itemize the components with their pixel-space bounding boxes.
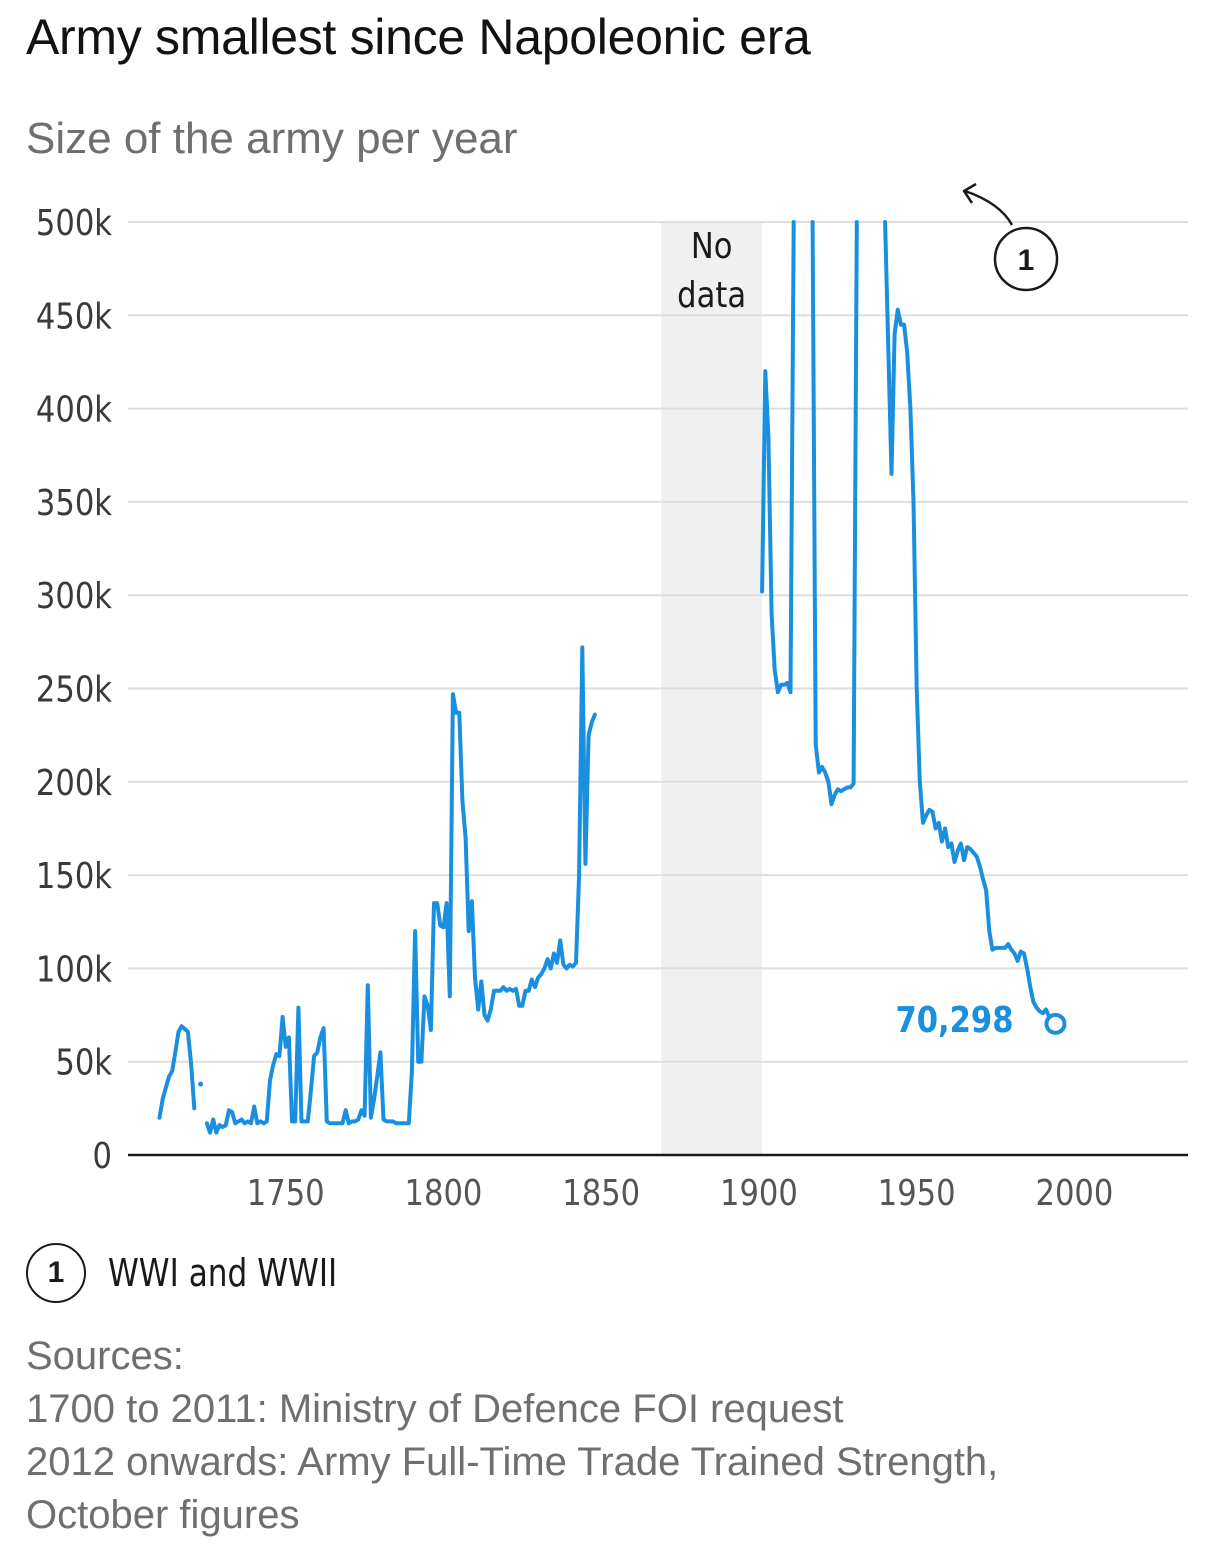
chart-subtitle: Size of the army per year [26,114,518,163]
x-tick-label: 1800 [405,1172,483,1214]
y-tick-label: 0 [93,1135,112,1177]
no-data-label: data [677,274,746,316]
source-line: 2012 onwards: Army Full-Time Trade Train… [26,1440,999,1484]
x-tick-label: 1750 [247,1172,325,1214]
series-line [760,220,796,695]
y-tick-label: 100k [36,948,113,990]
sources-block: Sources: 1700 to 2011: Ministry of Defen… [26,1330,998,1542]
callout-arrowhead [962,182,977,204]
data-point [198,1081,204,1087]
series-line [810,220,859,807]
y-tick-label: 200k [36,761,113,803]
footnote-legend: 1 WWI and WWII [26,1240,388,1306]
x-tick-label: 2000 [1036,1172,1114,1214]
x-tick-label: 1900 [720,1172,798,1214]
y-tick-label: 250k [36,668,113,710]
end-point-marker [1044,1012,1067,1035]
y-tick-label: 400k [36,388,113,430]
chart-title: Army smallest since Napoleonic era [26,9,811,65]
sources-heading: Sources: [26,1334,184,1378]
y-tick-label: 150k [36,855,113,897]
callout-arrow [964,189,1014,226]
end-value-label: 70,298 [895,998,1013,1040]
y-tick-label: 500k [36,202,113,244]
y-tick-label: 450k [36,295,113,337]
no-data-label: No [691,225,733,267]
series-line [157,1024,197,1120]
footnote-text: WWI and WWII [108,1251,338,1295]
y-tick-label: 350k [36,481,113,523]
source-line: 1700 to 2011: Ministry of Defence FOI re… [26,1387,844,1431]
x-tick-label: 1850 [562,1172,640,1214]
y-tick-label: 300k [36,575,113,617]
callout-marker [993,226,1059,292]
source-line: October figures [26,1493,300,1537]
footnote-marker: 1 [26,1243,86,1303]
y-tick-label: 50k [55,1041,112,1083]
x-tick-label: 1950 [878,1172,956,1214]
callout-marker-label: 1 [1018,244,1035,277]
army-size-line-chart: No data 0 50k 100k 150k 200k 250k 300k 350k 400k 45… [36,182,1188,1214]
series-line [883,220,1058,1026]
series-line [204,645,597,1135]
